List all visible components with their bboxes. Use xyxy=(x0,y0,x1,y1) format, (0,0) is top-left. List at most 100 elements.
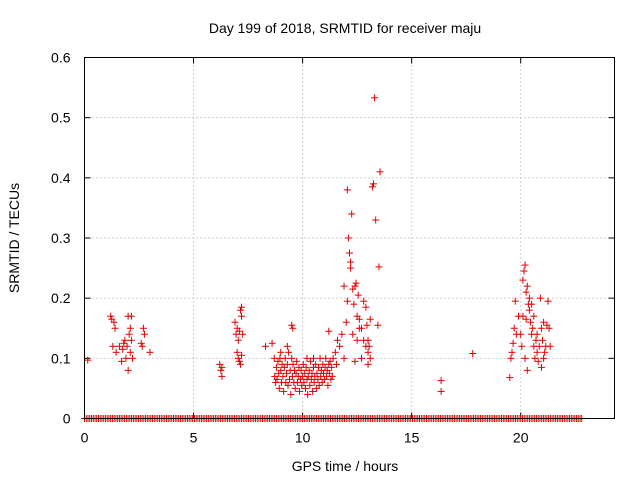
data-point xyxy=(511,297,519,305)
data-point xyxy=(275,384,283,392)
data-points xyxy=(81,94,586,422)
data-point xyxy=(336,342,344,350)
data-point xyxy=(364,336,372,344)
data-point xyxy=(325,369,333,377)
data-point xyxy=(529,324,537,332)
data-point xyxy=(540,354,548,362)
data-point xyxy=(322,354,330,362)
data-point xyxy=(517,330,525,338)
data-point xyxy=(328,372,336,380)
data-point xyxy=(288,354,296,362)
data-point xyxy=(287,390,295,398)
x-axis-label: GPS time / hours xyxy=(292,458,399,474)
data-point xyxy=(231,318,239,326)
data-point xyxy=(325,327,333,335)
grid-lines xyxy=(84,57,615,419)
y-tick-label: 0.3 xyxy=(51,230,71,246)
data-point xyxy=(238,351,246,359)
data-point xyxy=(307,375,315,383)
data-point xyxy=(317,372,325,380)
data-point xyxy=(364,348,372,356)
data-point xyxy=(533,348,541,356)
data-point xyxy=(262,342,270,350)
data-point xyxy=(325,360,333,368)
data-point xyxy=(288,372,296,380)
data-point xyxy=(312,360,320,368)
data-point xyxy=(115,342,123,350)
data-point xyxy=(376,168,384,176)
data-point xyxy=(372,216,380,224)
data-point xyxy=(268,339,276,347)
data-point xyxy=(137,339,145,347)
data-point xyxy=(277,348,285,356)
x-tick-label: 20 xyxy=(513,430,529,446)
data-point xyxy=(506,374,514,382)
data-point xyxy=(537,363,545,371)
data-point xyxy=(140,330,148,338)
data-point xyxy=(366,354,374,362)
data-point xyxy=(284,381,292,389)
data-point xyxy=(343,297,351,305)
data-point xyxy=(352,279,360,287)
data-point xyxy=(126,348,134,356)
data-point xyxy=(286,375,294,383)
data-point xyxy=(364,360,372,368)
data-point xyxy=(347,264,355,272)
data-point xyxy=(312,384,320,392)
y-axis-label: SRMTID / TECUs xyxy=(6,183,22,293)
data-point xyxy=(540,318,548,326)
data-point xyxy=(365,342,373,350)
data-point xyxy=(273,375,281,383)
data-point xyxy=(280,363,288,371)
data-point xyxy=(535,342,543,350)
data-point xyxy=(521,261,529,269)
data-point xyxy=(534,357,542,365)
data-point xyxy=(301,369,309,377)
data-point xyxy=(355,315,363,323)
data-point xyxy=(437,377,445,385)
data-point xyxy=(233,348,241,356)
data-point xyxy=(123,342,131,350)
data-point xyxy=(306,381,314,389)
data-point xyxy=(346,249,353,257)
data-point xyxy=(112,348,120,356)
data-point xyxy=(309,387,317,395)
data-point xyxy=(545,324,553,332)
data-point xyxy=(525,306,533,314)
data-point xyxy=(328,363,336,371)
data-point xyxy=(362,303,370,311)
data-point xyxy=(126,324,134,332)
data-point xyxy=(344,234,352,242)
data-point xyxy=(374,321,382,329)
data-point xyxy=(239,330,247,338)
data-point xyxy=(523,282,531,290)
data-point xyxy=(236,306,244,314)
data-point xyxy=(537,324,545,332)
data-point xyxy=(351,282,359,290)
data-point xyxy=(320,369,328,377)
data-point xyxy=(522,288,530,296)
data-point xyxy=(111,324,119,332)
data-point xyxy=(324,381,332,389)
data-point xyxy=(313,369,321,377)
chart-title: Day 199 of 2018, SRMTID for receiver maj… xyxy=(209,20,481,36)
data-point xyxy=(288,321,296,329)
y-tick-label: 0.4 xyxy=(51,170,71,186)
data-point xyxy=(107,312,115,320)
data-point xyxy=(281,354,289,362)
data-point xyxy=(291,384,299,392)
data-point xyxy=(304,372,312,380)
data-point xyxy=(521,354,529,362)
data-point xyxy=(369,180,377,188)
data-point xyxy=(272,378,280,386)
data-point xyxy=(528,300,536,308)
data-point xyxy=(326,357,334,365)
data-point xyxy=(121,336,129,344)
x-tick-label: 0 xyxy=(81,430,89,446)
data-point xyxy=(289,324,297,332)
data-point xyxy=(523,366,531,374)
data-point xyxy=(544,297,552,305)
data-point xyxy=(531,354,539,362)
data-point xyxy=(282,369,290,377)
data-point xyxy=(342,318,350,326)
